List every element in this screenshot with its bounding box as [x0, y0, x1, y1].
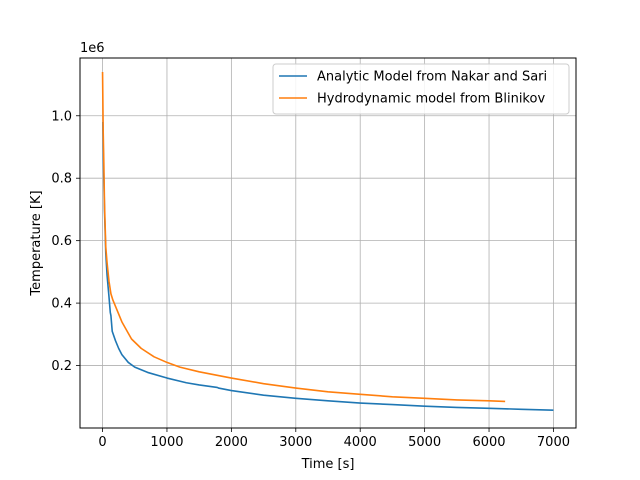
x-tick-label: 6000: [472, 435, 505, 450]
y-tick-label: 0.6: [51, 234, 72, 249]
x-tick-label: 4000: [344, 435, 377, 450]
plot-frame: [79, 57, 577, 429]
legend: Analytic Model from Nakar and Sari Hydrod…: [272, 63, 570, 115]
y-tick-label: 1.0: [51, 109, 72, 124]
y-axis-label: Temperature [K]: [29, 190, 44, 296]
legend-label-1: Analytic Model from Nakar and Sari: [317, 70, 547, 85]
x-tick-label: 2000: [215, 435, 248, 450]
x-axis-label: Time [s]: [301, 457, 355, 472]
x-tick-label: 3000: [279, 435, 312, 450]
x-tick-label: 7000: [537, 435, 570, 450]
y-tick-label: 0.8: [51, 172, 72, 187]
axis-ticks: 0 1000 2000 3000 4000 5000 6000 7000 0.2 0.4 0.6 0.…: [51, 109, 570, 450]
x-tick-label: 5000: [408, 435, 441, 450]
legend-box: [272, 63, 570, 115]
series-line-1: [102, 121, 554, 411]
series-lines: [101, 72, 554, 411]
y-offset-label: 1e6: [80, 41, 105, 56]
y-tick-label: 0.2: [51, 359, 72, 374]
legend-label-2: Hydrodynamic model from Blinikov: [317, 92, 545, 107]
x-tick-label: 0: [98, 435, 106, 450]
x-tick-label: 1000: [150, 435, 183, 450]
series-line-2: [101, 72, 506, 403]
y-tick-label: 0.4: [51, 297, 72, 312]
grid: [80, 58, 576, 428]
